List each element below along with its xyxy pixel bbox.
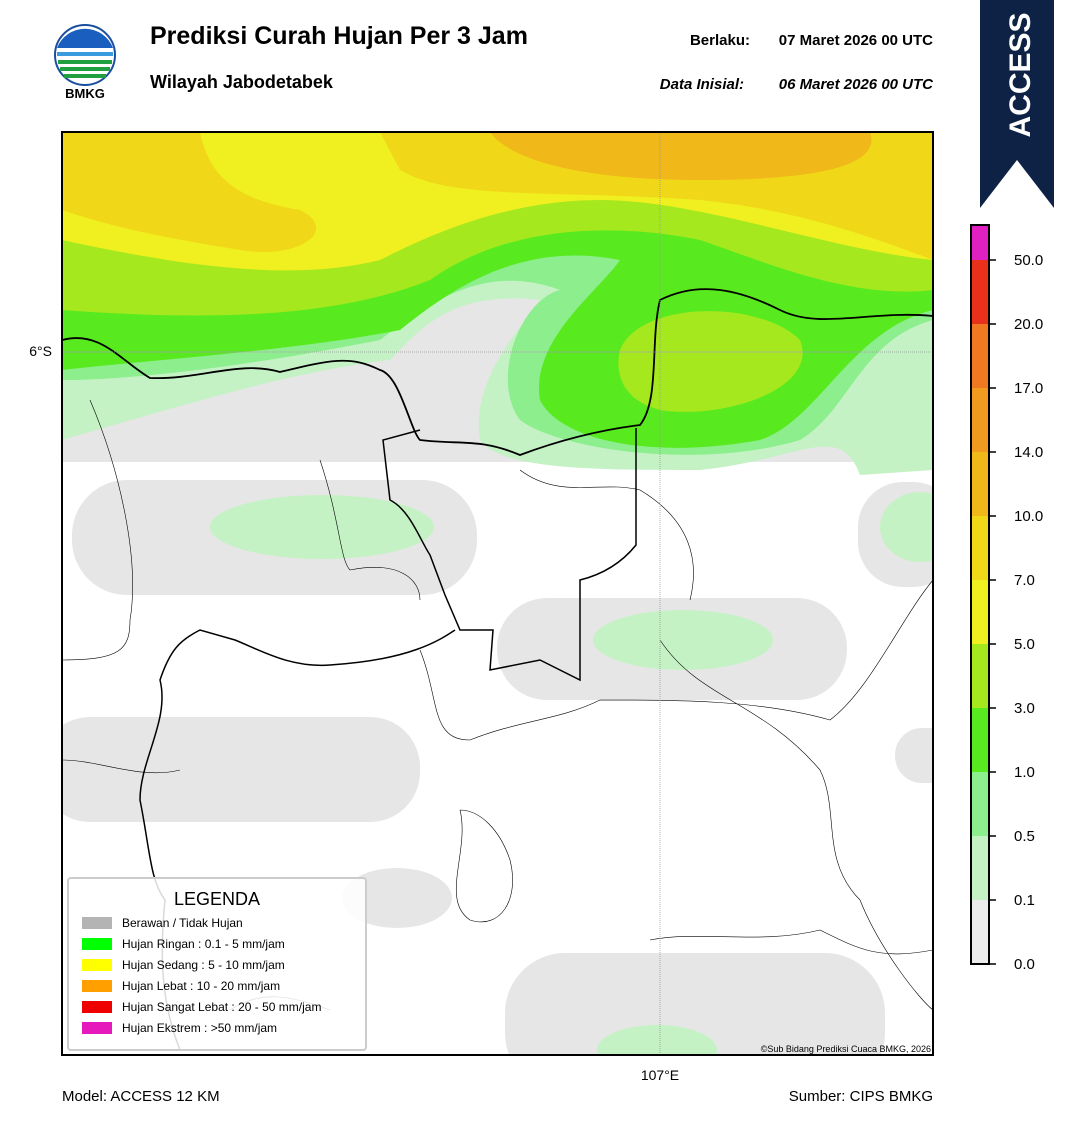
title: Prediksi Curah Hujan Per 3 Jam [150, 22, 528, 50]
legend-swatch [82, 938, 112, 950]
colorbar-segment [971, 900, 989, 964]
colorbar-tick-label: 20.0 [1014, 316, 1043, 333]
logo-text: BMKG [65, 86, 105, 101]
legend-label: Berawan / Tidak Hujan [122, 916, 243, 930]
colorbar-tick-label: 14.0 [1014, 444, 1043, 461]
legend-label: Hujan Sedang : 5 - 10 mm/jam [122, 958, 285, 972]
colorbar-segment [971, 644, 989, 708]
model-badge-bg [980, 0, 1054, 208]
colorbar-segment [971, 324, 989, 388]
legend-label: Hujan Ekstrem : >50 mm/jam [122, 1021, 277, 1035]
legend-box [67, 877, 367, 1051]
colorbar-tick-label: 7.0 [1014, 572, 1035, 589]
lat-label: 6°S [29, 343, 52, 359]
colorbar-tick-label: 10.0 [1014, 508, 1043, 525]
legend-swatch [82, 1022, 112, 1034]
colorbar-segment [971, 225, 989, 260]
colorbar-frame [970, 224, 990, 965]
lon-label: 107°E [641, 1067, 679, 1083]
legend-swatch [82, 1001, 112, 1013]
init-time: 06 Maret 2026 00 UTC [779, 76, 934, 93]
colorbar-tick-label: 0.0 [1014, 956, 1035, 973]
valid-time: 07 Maret 2026 00 UTC [779, 32, 933, 49]
colorbar-segment [971, 772, 989, 836]
legend-title: LEGENDA [174, 889, 260, 909]
model-badge: ACCESS [1004, 12, 1037, 137]
legend-label: Hujan Lebat : 10 - 20 mm/jam [122, 979, 280, 993]
colorbar-tick-label: 1.0 [1014, 764, 1035, 781]
footer-source: Sumber: CIPS BMKG [789, 1088, 933, 1105]
colorbar-segment [971, 580, 989, 644]
valid-label: Berlaku: [690, 32, 750, 49]
colorbar-tick-label: 17.0 [1014, 380, 1043, 397]
colorbar-segment [971, 516, 989, 580]
footer-model: Model: ACCESS 12 KM [62, 1088, 220, 1105]
colorbar-segment [971, 708, 989, 772]
colorbar-tick-label: 3.0 [1014, 700, 1035, 717]
init-label: Data Inisial: [660, 76, 744, 93]
legend-swatch [82, 959, 112, 971]
colorbar-segment [971, 388, 989, 452]
colorbar-tick-label: 0.5 [1014, 828, 1035, 845]
credit: ©Sub Bidang Prediksi Cuaca BMKG, 2026 [761, 1044, 931, 1054]
legend-label: Hujan Ringan : 0.1 - 5 mm/jam [122, 937, 285, 951]
colorbar-segment [971, 452, 989, 516]
colorbar-tick-label: 0.1 [1014, 892, 1035, 909]
colorbar-segment [971, 260, 989, 324]
colorbar-tick-label: 5.0 [1014, 636, 1035, 653]
map-frame [61, 131, 934, 1056]
legend-items: Berawan / Tidak Hujan Hujan Ringan : 0.1 … [82, 916, 321, 1035]
bmkg-logo [54, 24, 116, 86]
legend-swatch [82, 917, 112, 929]
subtitle: Wilayah Jabodetabek [150, 72, 334, 92]
legend-label: Hujan Sangat Lebat : 20 - 50 mm/jam [122, 1000, 321, 1014]
colorbar: 0.0 0.1 0.5 1.0 3.0 5.0 7.0 10.0 14.0 17.0 20.0 50.… [970, 224, 1043, 973]
colorbar-tick-label: 50.0 [1014, 252, 1043, 269]
colorbar-segment [971, 836, 989, 900]
legend-swatch [82, 980, 112, 992]
